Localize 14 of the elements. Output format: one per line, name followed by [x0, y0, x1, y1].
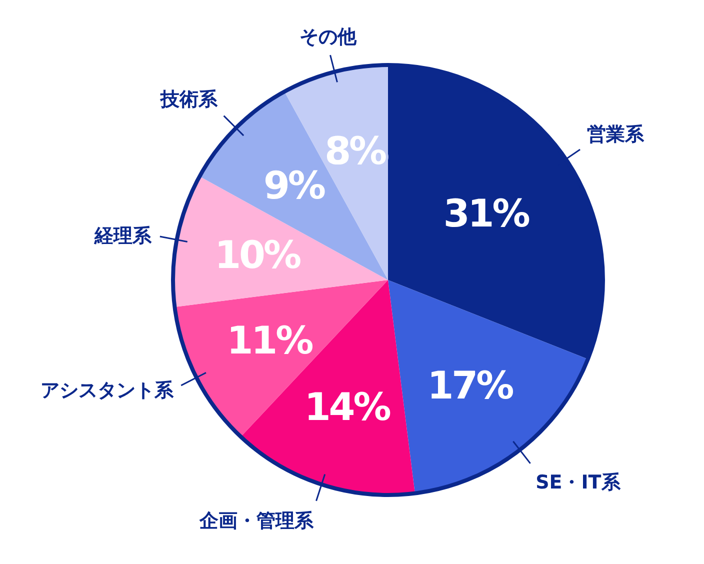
slice-label: 営業系: [587, 124, 646, 146]
data-label: 10%: [214, 233, 300, 278]
slice-label: その他: [300, 26, 358, 48]
data-label: 11%: [226, 318, 313, 363]
data-label: 31%: [443, 192, 530, 236]
slice-label: 企画・管理系: [198, 510, 315, 532]
data-label: 17%: [427, 363, 514, 408]
data-label: 14%: [304, 384, 390, 429]
slice-label: 技術系: [160, 88, 219, 111]
slice-label: 経理系: [93, 224, 152, 247]
slice-label: アシスタント系: [40, 379, 174, 402]
data-label: 9%: [263, 164, 325, 208]
data-label: 8%: [324, 128, 386, 173]
slice-label: SE・IT系: [536, 471, 622, 494]
